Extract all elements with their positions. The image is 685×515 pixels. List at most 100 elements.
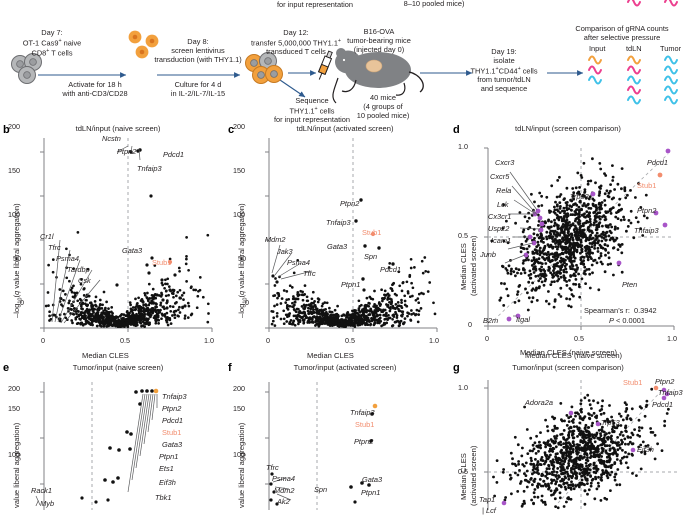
scatter-point [98, 303, 102, 306]
scatter-point [585, 252, 588, 256]
scatter-point [589, 452, 592, 455]
scatter-point [608, 458, 612, 461]
panel-b-ytick-150: 150 [8, 166, 20, 175]
scatter-point [529, 272, 533, 276]
scatter-point [556, 255, 560, 259]
scatter-point [317, 324, 321, 328]
scatter-point [583, 190, 587, 194]
panel-c-xtick-0: 0 [266, 336, 270, 345]
panel-c-xlabel: Median CLES [307, 351, 354, 360]
scatter-point [607, 234, 611, 238]
scatter-point [583, 476, 587, 479]
scatter-point [625, 430, 628, 433]
scatter-point [607, 251, 610, 255]
scatter-point [337, 319, 341, 323]
scatter-point [173, 313, 177, 317]
schematic-caption-culture: Culture for 4 d in IL-2/IL-7/IL-15 [170, 80, 226, 98]
scatter-point [586, 179, 590, 183]
scatter-point [353, 319, 357, 323]
scatter-point [575, 411, 579, 415]
scatter-point [80, 307, 83, 310]
schematic-step-day19: Day 19: isolate THY1.1+CD44+ cells from … [470, 47, 538, 94]
scatter-point [534, 467, 538, 471]
panel-d-gene-Cxcr3: Cxcr3 [495, 158, 515, 167]
panel-e-stub1-point [153, 388, 159, 394]
scatter-point [571, 194, 575, 198]
scatter-point [555, 216, 559, 220]
scatter-point [400, 306, 404, 310]
scatter-point [297, 311, 301, 314]
scatter-point [115, 319, 119, 323]
scatter-point [585, 477, 589, 481]
scatter-point [595, 228, 599, 231]
panel-d-ytick-0: 0 [468, 320, 472, 329]
scatter-point [580, 474, 583, 478]
scatter-point [72, 307, 76, 310]
scatter-point [616, 182, 620, 186]
scatter-point [569, 198, 572, 202]
scatter-point [604, 248, 608, 252]
scatter-point [612, 447, 616, 451]
scatter-point [611, 452, 615, 456]
panel-e-gene-Tnfaip3: Tnfaip3 [162, 392, 187, 401]
scatter-point [568, 447, 572, 451]
scatter-point [538, 285, 541, 288]
scatter-point [169, 289, 173, 293]
scatter-point [364, 315, 368, 318]
scatter-point [534, 458, 537, 461]
scatter-point [589, 474, 592, 478]
scatter-point [168, 257, 172, 261]
scatter-point [593, 247, 596, 250]
scatter-point [592, 211, 596, 215]
scatter-point [584, 448, 588, 452]
scatter-point [505, 287, 509, 291]
scatter-point [559, 260, 563, 264]
scatter-point [519, 480, 523, 483]
scatter-point [558, 201, 562, 204]
scatter-point [574, 414, 577, 418]
scatter-point [545, 457, 549, 461]
scatter-point [79, 318, 82, 321]
scatter-point [154, 321, 158, 325]
scatter-point [490, 239, 494, 243]
scatter-point [554, 445, 558, 449]
scatter-point [608, 444, 611, 447]
scatter-point [378, 313, 382, 317]
scatter-point [166, 277, 170, 281]
scatter-point [351, 314, 355, 318]
scatter-point [598, 436, 602, 440]
scatter-point [554, 242, 557, 245]
scatter-point [588, 403, 592, 407]
scatter-point [505, 269, 509, 272]
scatter-point [571, 459, 574, 462]
scatter-point [559, 286, 563, 290]
scatter-point [570, 405, 574, 409]
scatter-point [597, 288, 601, 292]
scatter-point [605, 455, 609, 459]
scatter-point [551, 415, 554, 419]
scatter-point [555, 434, 559, 438]
panel-c-plot [265, 138, 438, 332]
scatter-point [358, 310, 362, 314]
scatter-point [558, 175, 561, 179]
scatter-point [540, 233, 543, 236]
panel-d-gene-Usp22: Usp22 [488, 224, 510, 233]
scatter-point [337, 325, 341, 328]
scatter-point [543, 451, 547, 455]
scatter-point [628, 440, 632, 444]
scatter-point [514, 267, 518, 271]
scatter-point [567, 486, 570, 489]
scatter-point [93, 300, 97, 303]
scatter-point [316, 319, 319, 323]
scatter-point [626, 466, 630, 469]
scatter-point [601, 224, 604, 228]
scatter-point [598, 190, 602, 194]
scatter-point [391, 306, 395, 310]
scatter-point [122, 313, 126, 316]
scatter-point [142, 303, 145, 307]
scatter-point [137, 311, 141, 315]
scatter-point [539, 444, 542, 447]
scatter-point [598, 162, 602, 165]
scatter-point [558, 207, 562, 210]
scatter-point [624, 196, 628, 200]
